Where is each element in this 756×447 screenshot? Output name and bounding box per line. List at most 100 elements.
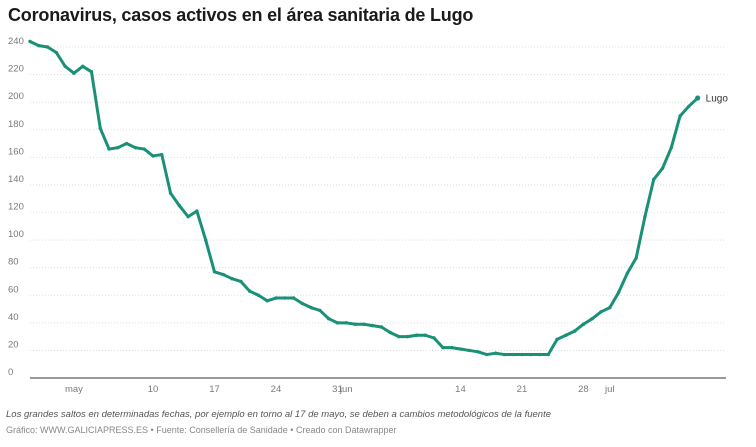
x-tick-label: 28	[578, 384, 589, 395]
credit-source-link[interactable]: WWW.GALICIAPRESS.ES	[40, 425, 149, 435]
data-point	[63, 64, 67, 69]
data-point	[564, 333, 568, 337]
data-point	[511, 352, 515, 357]
y-tick-label: 160	[8, 146, 24, 157]
series-end-marker	[695, 95, 701, 101]
data-point	[485, 352, 489, 357]
data-point	[388, 330, 392, 335]
data-point	[54, 50, 59, 55]
y-tick-label: 80	[8, 257, 19, 268]
data-point	[458, 347, 463, 351]
data-point	[239, 279, 243, 284]
data-point	[133, 145, 138, 150]
data-point	[572, 329, 577, 333]
methodology-note: Los grandes saltos en determinadas fecha…	[6, 409, 552, 420]
data-point	[212, 270, 217, 274]
data-point	[493, 351, 498, 355]
data-point	[124, 141, 129, 146]
data-point	[151, 154, 155, 158]
data-point	[195, 209, 199, 213]
data-point	[555, 337, 559, 342]
y-tick-label: 180	[8, 119, 24, 130]
data-point	[168, 191, 173, 195]
data-point	[634, 256, 638, 260]
data-point	[537, 352, 542, 357]
data-point	[441, 345, 445, 350]
credit-tool-link[interactable]: Creado con Datawrapper	[295, 425, 397, 435]
data-point	[186, 214, 190, 219]
data-point	[37, 43, 41, 48]
data-point	[203, 238, 208, 242]
y-tick-label: 60	[8, 284, 19, 295]
y-tick-label: 100	[8, 229, 24, 240]
y-tick-label: 220	[8, 64, 24, 75]
data-point	[177, 203, 182, 208]
data-point	[291, 296, 296, 300]
y-tick-label: 140	[8, 174, 24, 185]
y-tick-label: 200	[8, 91, 24, 102]
data-point	[160, 152, 164, 157]
data-point	[230, 277, 234, 281]
y-tick-label: 120	[8, 202, 24, 213]
series-line-lugo	[28, 39, 700, 357]
data-point	[318, 308, 322, 313]
data-point	[81, 64, 85, 69]
data-point	[581, 322, 586, 326]
y-tick-label: 0	[8, 367, 13, 378]
x-tick-label: jul	[604, 384, 615, 395]
data-point	[608, 305, 612, 310]
x-tick-label: 21	[517, 384, 528, 395]
data-point	[502, 352, 507, 357]
data-point	[309, 305, 313, 310]
data-point	[643, 214, 647, 219]
credit-separator: •	[148, 425, 157, 435]
y-tick-label: 20	[8, 339, 19, 350]
data-point	[344, 321, 348, 325]
data-point	[476, 350, 480, 354]
data-point	[89, 70, 94, 74]
data-point	[546, 352, 551, 357]
data-point	[616, 290, 621, 295]
data-point	[520, 352, 524, 357]
credit-separator: •	[287, 425, 296, 435]
data-point	[406, 334, 410, 339]
data-point	[678, 114, 682, 118]
data-point	[687, 104, 691, 109]
data-point	[256, 293, 261, 297]
data-point	[335, 321, 340, 325]
y-tick-label: 240	[8, 36, 24, 47]
chart-title: Coronavirus, casos activos en el área sa…	[8, 5, 474, 25]
data-point	[449, 345, 454, 350]
data-point	[28, 39, 32, 44]
data-point	[247, 289, 252, 293]
data-point	[221, 272, 225, 277]
gridlines	[30, 46, 726, 379]
data-point	[353, 322, 357, 326]
data-point	[599, 310, 603, 314]
data-point	[660, 166, 665, 171]
data-point	[529, 352, 533, 357]
data-point	[432, 336, 436, 340]
x-tick-label: 31	[332, 384, 343, 395]
data-point	[625, 271, 630, 275]
x-tick-label: jun	[339, 384, 353, 395]
data-point	[414, 333, 419, 337]
data-point	[467, 348, 471, 353]
series-label: Lugo	[706, 94, 729, 105]
data-point	[326, 316, 331, 321]
credit-fuente: Fuente: Consellería de Sanidade	[156, 425, 288, 435]
data-point	[283, 296, 287, 300]
x-tick-label: may	[65, 384, 83, 395]
data-point	[98, 126, 102, 131]
data-point	[116, 145, 120, 150]
y-axis-tick-labels: 0 20 40 60 80 100 120 140 160 180 200 220 240	[8, 36, 24, 378]
data-point	[274, 296, 278, 300]
x-tick-label: 17	[209, 384, 220, 395]
data-point	[45, 45, 50, 49]
credit-line: Gráfico: WWW.GALICIAPRESS.ES • Fuente: C…	[6, 425, 397, 435]
data-point	[142, 147, 146, 151]
data-point	[590, 316, 594, 321]
data-point	[652, 177, 656, 182]
data-point	[300, 301, 305, 306]
